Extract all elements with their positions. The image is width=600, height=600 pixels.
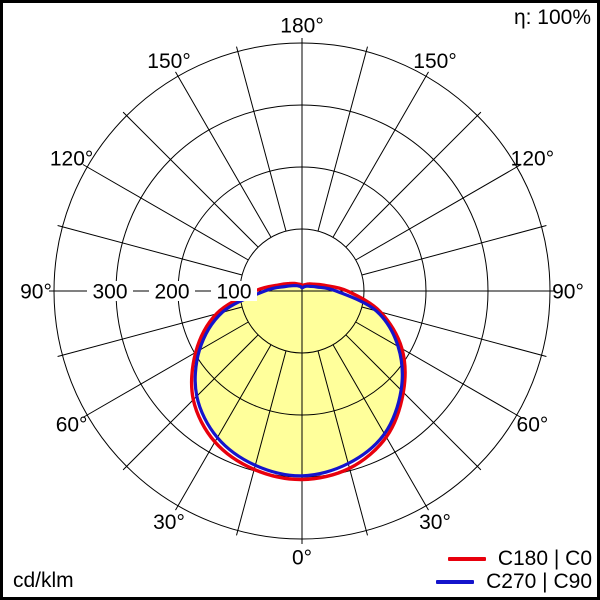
angle-label-150-left: 150° [147, 50, 190, 73]
grid-spoke-315 [122, 334, 259, 471]
grid-spoke-225 [122, 111, 259, 248]
grid-spoke-300 [82, 321, 249, 418]
angle-label-30-right: 30° [419, 511, 451, 534]
legend: C180 | C0 C270 | C90 [436, 547, 592, 593]
legend-item-c180-c0: C180 | C0 [447, 546, 592, 570]
grid-spoke-210 [175, 71, 272, 238]
grid-spoke-165 [317, 46, 368, 232]
grid-spoke-195 [236, 46, 287, 232]
angle-label-60-left: 60° [56, 414, 88, 437]
grid-spoke-105 [361, 225, 547, 276]
grid-spoke-150 [332, 71, 429, 238]
efficiency-label: η: 100% [513, 6, 591, 29]
ring-label-mask-200 [149, 281, 195, 301]
grid-spoke-30 [332, 344, 429, 511]
grid-spoke-75 [361, 306, 547, 357]
angle-label-180: 180° [280, 15, 323, 38]
grid-spoke-15 [317, 350, 368, 536]
angle-label-90-right: 90° [552, 281, 584, 304]
grid-spoke-345 [236, 350, 287, 536]
legend-item-c270-c90: C270 | C90 [436, 570, 592, 593]
angle-label-150-right: 150° [413, 50, 456, 73]
unit-label: cd/klm [13, 569, 74, 592]
angle-label-60-right: 60° [517, 414, 549, 437]
ring-label-mask-100 [211, 281, 257, 301]
curve-c270-c90 [193, 284, 404, 478]
grid-spoke-60 [355, 321, 522, 418]
angle-label-0: 0° [292, 547, 312, 570]
legend-label-c270-c90: C270 | C90 [486, 569, 592, 593]
ring-label-300: 300 [92, 281, 127, 304]
grid-spoke-255 [57, 225, 243, 276]
angle-label-120-right: 120° [511, 148, 554, 171]
grid-spoke-330 [175, 344, 272, 511]
ring-label-200: 200 [154, 281, 189, 304]
curve-c180-c0 [189, 281, 407, 482]
ring-label-mask-300 [87, 281, 133, 301]
legend-line-red-icon [447, 556, 486, 561]
legend-label-c180-c0: C180 | C0 [497, 546, 592, 570]
beam-fill [195, 285, 403, 476]
grid-spoke-120 [355, 164, 522, 261]
grid-spoke-135 [345, 111, 482, 248]
angle-label-120-left: 120° [50, 148, 93, 171]
grid-spoke-240 [82, 164, 249, 261]
grid-spoke-45 [345, 334, 482, 471]
ring-label-100: 100 [216, 281, 251, 304]
angle-label-30-left: 30° [153, 511, 185, 534]
angle-label-90-left: 90° [20, 281, 52, 304]
legend-line-blue-icon [436, 579, 475, 584]
grid-spoke-285 [57, 306, 243, 357]
